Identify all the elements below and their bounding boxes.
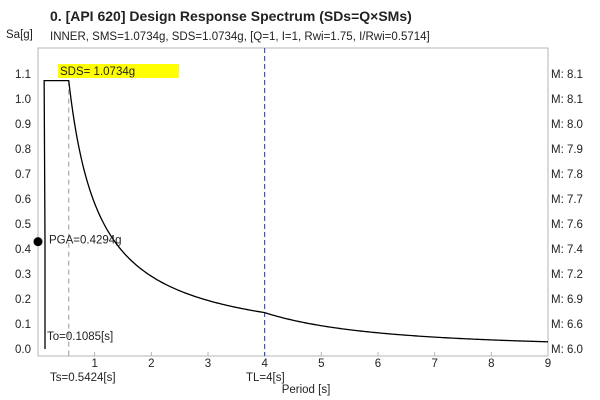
magnitude-label: M: 7.9 [551, 144, 583, 156]
x-tick-label: 1 [91, 358, 97, 370]
y-tick-label: 0.2 [15, 294, 31, 306]
ts-label: Ts=0.5424[s] [50, 372, 116, 384]
y-tick-label: 0.4 [15, 244, 32, 256]
magnitude-label: M: 8.1 [551, 94, 583, 106]
magnitude-labels: M: 8.1 M: 8.1 M: 8.0 M: 7.9 M: 7.8 M: 7.7 M: 7… [551, 69, 584, 356]
x-tick-label: 2 [148, 358, 154, 370]
x-tick-label: 5 [318, 358, 324, 370]
y-tick-labels: 0.0 0.1 0.2 0.3 0.4 0.5 0.6 0.7 0.8 0.9 1.0 1.1 [15, 69, 32, 356]
chart-title: 0. [API 620] Design Response Spectrum (S… [50, 8, 412, 24]
plot-frame [37, 47, 549, 357]
tl-label: TL=4[s] [246, 372, 285, 384]
x-tick-label: 7 [431, 358, 437, 370]
y-tick-label: 0.9 [15, 119, 31, 131]
sds-label: SDS= 1.0734g [60, 66, 135, 78]
x-tick-label: 6 [375, 358, 381, 370]
y-tick-label: 0.7 [15, 169, 31, 181]
y-tick-label: 0.5 [15, 219, 31, 231]
x-axis-label: Period [s] [282, 384, 331, 396]
pga-point [33, 237, 43, 247]
x-tick-label: 8 [488, 358, 494, 370]
y-tick-label: 0.3 [15, 269, 31, 281]
y-tick-label: 1.0 [15, 94, 31, 106]
pga-label: PGA=0.4294g [49, 235, 122, 247]
magnitude-label: M: 6.6 [551, 319, 583, 331]
to-label: To=0.1085[s] [47, 331, 113, 343]
chart-subtitle: INNER, SMS=1.0734g, SDS=1.0734g, [Q=1, I… [50, 31, 430, 43]
magnitude-label: M: 7.7 [551, 194, 583, 206]
magnitude-label: M: 8.1 [551, 69, 583, 81]
x-tick-label: 3 [205, 358, 211, 370]
magnitude-label: M: 6.9 [551, 294, 583, 306]
y-tick-label: 0.0 [15, 344, 31, 356]
y-tick-label: 1.1 [15, 69, 31, 81]
magnitude-label: M: 6.0 [551, 344, 583, 356]
magnitude-label: M: 8.0 [551, 119, 583, 131]
y-axis-label: Sa[g] [6, 29, 33, 41]
x-tick-label: 4 [261, 358, 268, 370]
y-tick-label: 0.8 [15, 144, 31, 156]
y-tick-label: 0.1 [15, 319, 31, 331]
spectrum-curve [43, 80, 549, 349]
magnitude-label: M: 7.6 [551, 219, 583, 231]
magnitude-label: M: 7.2 [551, 269, 583, 281]
sds-highlight [58, 64, 179, 78]
y-tick-label: 0.6 [15, 194, 31, 206]
magnitude-label: M: 7.8 [551, 169, 583, 181]
magnitude-label: M: 7.4 [551, 244, 584, 256]
x-tick-labels: 1 2 3 4 5 6 7 8 9 [91, 352, 551, 370]
x-tick-label: 9 [545, 358, 551, 370]
